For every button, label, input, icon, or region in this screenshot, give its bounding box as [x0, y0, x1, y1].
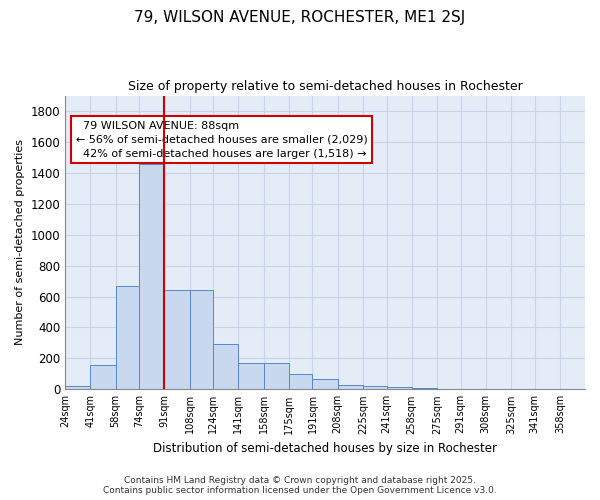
Bar: [437, 388, 461, 390]
Bar: [535, 388, 560, 390]
Text: 79 WILSON AVENUE: 88sqm
← 56% of semi-detached houses are smaller (2,029)
  42% : 79 WILSON AVENUE: 88sqm ← 56% of semi-de…: [76, 120, 367, 158]
Bar: [289, 374, 313, 390]
Bar: [386, 387, 412, 390]
Bar: [363, 386, 386, 390]
Bar: [263, 363, 289, 390]
X-axis label: Distribution of semi-detached houses by size in Rochester: Distribution of semi-detached houses by …: [153, 442, 497, 455]
Bar: [91, 364, 116, 390]
Title: Size of property relative to semi-detached houses in Rochester: Size of property relative to semi-detach…: [128, 80, 523, 93]
Bar: [486, 388, 511, 390]
Bar: [116, 286, 139, 390]
Y-axis label: Number of semi-detached properties: Number of semi-detached properties: [15, 140, 25, 346]
Bar: [65, 386, 91, 390]
Bar: [412, 388, 437, 390]
Text: 79, WILSON AVENUE, ROCHESTER, ME1 2SJ: 79, WILSON AVENUE, ROCHESTER, ME1 2SJ: [134, 10, 466, 25]
Bar: [560, 388, 585, 390]
Bar: [238, 363, 263, 390]
Text: Contains HM Land Registry data © Crown copyright and database right 2025.
Contai: Contains HM Land Registry data © Crown c…: [103, 476, 497, 495]
Bar: [511, 388, 535, 390]
Bar: [213, 344, 238, 390]
Bar: [338, 386, 363, 390]
Bar: [461, 388, 486, 390]
Bar: [313, 380, 338, 390]
Bar: [139, 164, 164, 390]
Bar: [164, 290, 190, 390]
Bar: [190, 290, 213, 390]
